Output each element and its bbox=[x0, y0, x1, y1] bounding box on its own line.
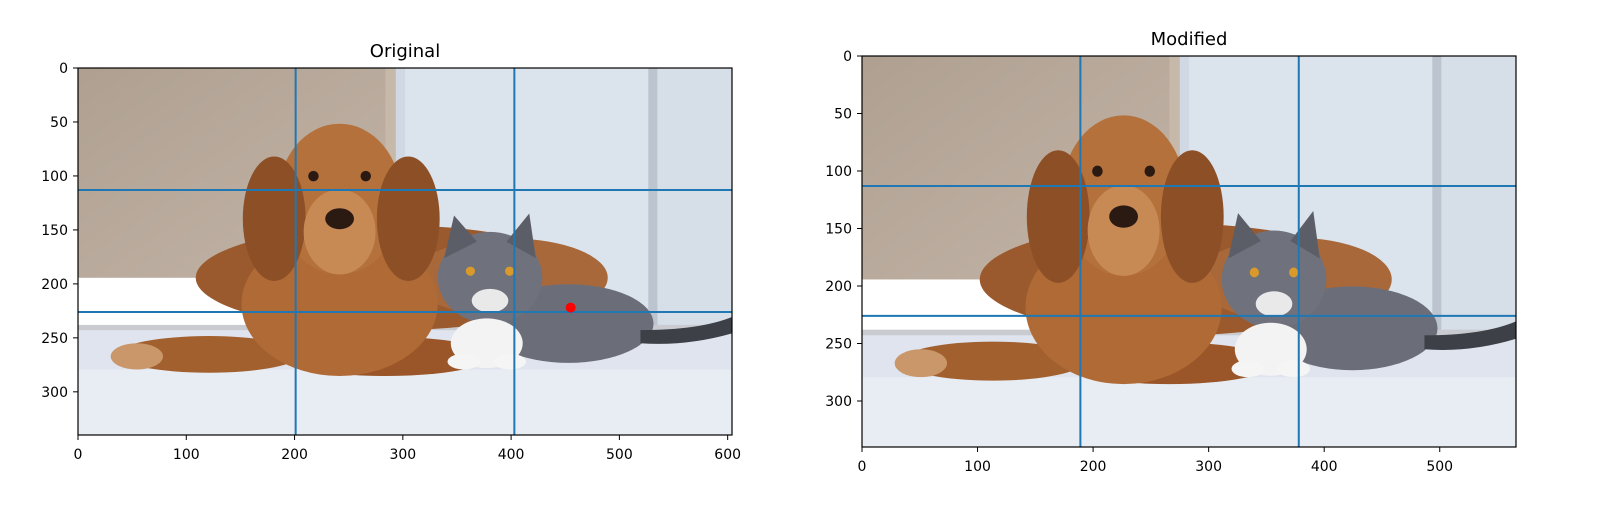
frame-original bbox=[77, 67, 733, 436]
y-tick-label-original-50: 50 bbox=[50, 115, 68, 131]
x-tick-label-modified-300: 300 bbox=[1195, 459, 1222, 475]
y-tick-label-modified-0: 0 bbox=[843, 49, 852, 65]
grid-lines-original bbox=[78, 68, 732, 435]
frame-modified bbox=[861, 55, 1517, 448]
marker-point bbox=[565, 302, 576, 313]
x-tick-label-original-200: 200 bbox=[281, 447, 308, 463]
x-tick-label-original-300: 300 bbox=[389, 447, 416, 463]
title-modified: Modified bbox=[1151, 29, 1228, 50]
y-tick-label-modified-300: 300 bbox=[825, 394, 852, 410]
y-tick-label-original-200: 200 bbox=[41, 277, 68, 293]
y-tick-label-modified-250: 250 bbox=[825, 337, 852, 353]
marker-layer-original bbox=[565, 302, 576, 313]
y-tick-label-modified-200: 200 bbox=[825, 279, 852, 295]
x-tick-label-original-500: 500 bbox=[606, 447, 633, 463]
axes-modified: 0 100 200 300 400 500 0 50 100 150 200 250 300 Modi… bbox=[825, 29, 1517, 475]
y-tick-label-modified-100: 100 bbox=[825, 164, 852, 180]
y-tick-label-modified-150: 150 bbox=[825, 222, 852, 238]
axes-original: 0 100 200 300 400 500 600 0 50 100 150 200 250 300 O… bbox=[41, 41, 741, 463]
y-tick-label-original-100: 100 bbox=[41, 169, 68, 185]
x-tick-label-modified-500: 500 bbox=[1426, 459, 1453, 475]
x-tick-label-modified-0: 0 bbox=[858, 459, 867, 475]
x-tick-label-original-0: 0 bbox=[74, 447, 83, 463]
x-tick-label-original-400: 400 bbox=[498, 447, 525, 463]
x-tick-label-modified-400: 400 bbox=[1311, 459, 1338, 475]
photo-modified bbox=[862, 56, 1516, 447]
y-tick-label-modified-50: 50 bbox=[834, 107, 852, 123]
y-tick-label-original-250: 250 bbox=[41, 331, 68, 347]
y-tick-label-original-0: 0 bbox=[59, 61, 68, 77]
y-ticks-modified: 0 50 100 150 200 250 300 bbox=[825, 49, 862, 410]
x-tick-label-modified-200: 200 bbox=[1080, 459, 1107, 475]
y-ticks-original: 0 50 100 150 200 250 300 bbox=[41, 61, 78, 401]
x-tick-label-original-100: 100 bbox=[173, 447, 200, 463]
y-tick-label-original-300: 300 bbox=[41, 385, 68, 401]
x-tick-label-modified-100: 100 bbox=[964, 459, 991, 475]
grid-lines-modified bbox=[862, 56, 1516, 447]
x-ticks-modified: 0 100 200 300 400 500 bbox=[858, 447, 1453, 475]
y-tick-label-original-150: 150 bbox=[41, 223, 68, 239]
x-tick-label-original-600: 600 bbox=[714, 447, 741, 463]
x-ticks-original: 0 100 200 300 400 500 600 bbox=[74, 435, 741, 463]
photo-original bbox=[78, 68, 732, 435]
title-original: Original bbox=[370, 41, 440, 62]
